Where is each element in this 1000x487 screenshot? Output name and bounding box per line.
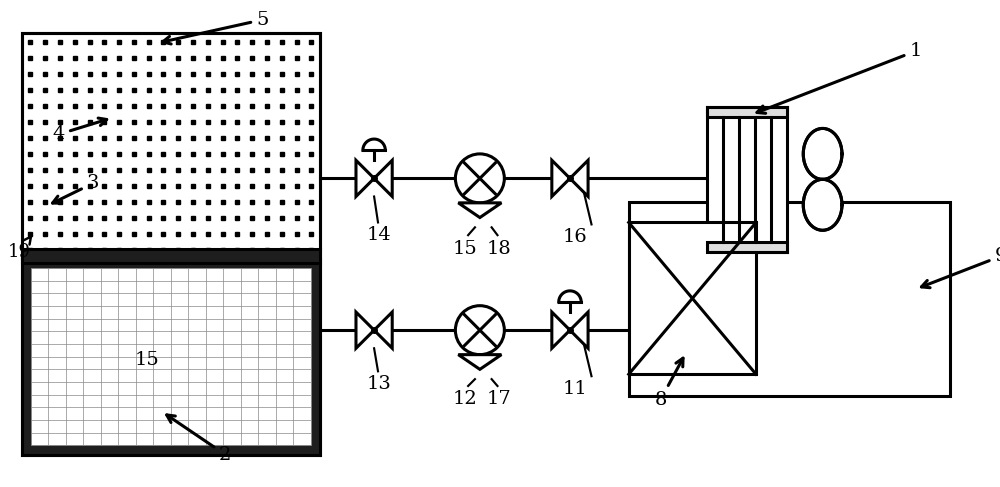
Text: 14: 14: [367, 226, 391, 244]
Text: 12: 12: [453, 390, 478, 408]
Bar: [629, 223, 756, 374]
Polygon shape: [458, 203, 501, 218]
Circle shape: [455, 306, 504, 355]
Text: 16: 16: [562, 228, 587, 246]
Circle shape: [455, 154, 504, 203]
Text: 15: 15: [135, 351, 159, 369]
Bar: [31, 259, 311, 271]
Bar: [22, 249, 320, 263]
Text: 18: 18: [487, 240, 512, 258]
Ellipse shape: [803, 179, 842, 230]
Bar: [22, 34, 320, 259]
Polygon shape: [570, 312, 588, 348]
Bar: [629, 202, 950, 396]
Text: 5: 5: [163, 11, 269, 44]
Text: 3: 3: [53, 174, 99, 203]
Ellipse shape: [803, 129, 842, 179]
Text: 13: 13: [367, 375, 391, 393]
Text: 4: 4: [53, 118, 107, 143]
Bar: [31, 268, 311, 445]
Text: 2: 2: [167, 415, 231, 464]
Polygon shape: [552, 312, 570, 348]
Text: 1: 1: [757, 42, 922, 113]
Text: 19: 19: [8, 237, 31, 261]
Bar: [707, 107, 787, 252]
Text: 17: 17: [487, 390, 512, 408]
Polygon shape: [356, 160, 374, 196]
Bar: [707, 242, 787, 252]
Text: 15: 15: [453, 240, 478, 258]
Polygon shape: [458, 355, 501, 369]
Polygon shape: [374, 312, 392, 348]
Bar: [22, 34, 320, 454]
Bar: [707, 107, 787, 117]
Text: 9: 9: [921, 247, 1000, 288]
Polygon shape: [552, 160, 570, 196]
Bar: [22, 259, 320, 454]
Polygon shape: [374, 160, 392, 196]
Text: 8: 8: [654, 358, 683, 409]
Polygon shape: [570, 160, 588, 196]
Polygon shape: [356, 312, 374, 348]
Text: 11: 11: [562, 380, 587, 398]
